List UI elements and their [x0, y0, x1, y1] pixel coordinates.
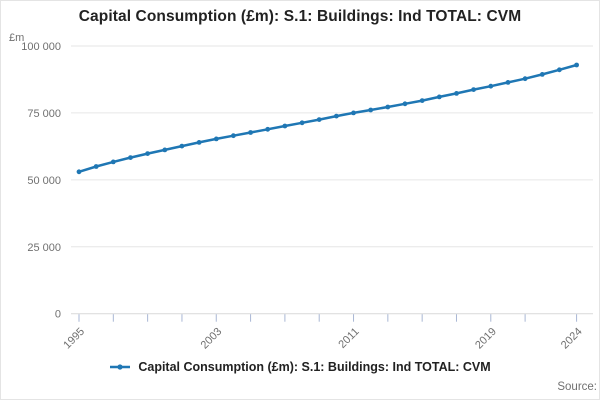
y-axis-unit-label: £m [9, 32, 25, 44]
data-point-marker[interactable] [316, 117, 322, 122]
data-point-marker[interactable] [539, 72, 545, 77]
y-axis-tick-label: 50 000 [27, 175, 61, 187]
data-point-marker[interactable] [436, 94, 442, 100]
line-chart-plot-area: 0 25 000 50 000 75 000 100 000 1995 2003 2011 20… [21, 41, 593, 352]
x-axis-tick-label: 2019 [473, 326, 499, 352]
data-point-marker[interactable] [454, 91, 459, 96]
data-point-marker[interactable] [231, 133, 236, 139]
data-point-marker[interactable] [419, 98, 425, 103]
data-point-marker[interactable] [179, 143, 185, 149]
data-point-marker[interactable] [145, 151, 151, 157]
legend-line-marker-icon [110, 364, 131, 370]
y-axis-tick-label: 100 000 [21, 41, 61, 53]
data-point-marker[interactable] [248, 130, 254, 135]
data-point-marker[interactable] [282, 123, 288, 129]
data-point-marker[interactable] [557, 67, 562, 73]
legend-item[interactable]: Capital Consumption (£m): S.1: Buildings… [1, 360, 599, 374]
series-line[interactable] [77, 63, 578, 174]
x-axis-tick-label: 2003 [199, 326, 225, 352]
data-point-marker[interactable] [265, 126, 271, 132]
data-point-marker[interactable] [471, 87, 476, 92]
x-axis-tick-label: 2024 [559, 326, 585, 352]
legend-label: Capital Consumption (£m): S.1: Buildings… [138, 360, 491, 374]
data-point-marker[interactable] [213, 136, 219, 142]
x-axis-tick-label: 1995 [61, 326, 87, 352]
data-point-marker[interactable] [162, 147, 168, 153]
data-point-marker[interactable] [385, 104, 391, 110]
data-point-marker[interactable] [351, 110, 356, 116]
data-point-marker[interactable] [110, 159, 116, 165]
chart-title: Capital Consumption (£m): S.1: Buildings… [78, 8, 522, 25]
y-axis-tick-label: 0 [55, 309, 61, 321]
data-point-marker[interactable] [522, 76, 528, 82]
source-label: Source: [557, 381, 597, 393]
y-axis-tick-label: 75 000 [27, 108, 61, 120]
data-point-marker[interactable] [196, 140, 202, 145]
data-point-marker[interactable] [128, 155, 133, 161]
data-point-marker[interactable] [299, 120, 305, 126]
x-axis-tick-label: 2011 [336, 326, 361, 351]
data-point-marker[interactable] [76, 169, 82, 175]
data-point-marker[interactable] [488, 83, 494, 89]
data-point-marker[interactable] [334, 113, 339, 119]
y-axis-tick-label: 25 000 [27, 242, 61, 254]
data-point-marker[interactable] [505, 80, 511, 85]
data-point-marker[interactable] [574, 62, 579, 68]
data-point-marker[interactable] [93, 164, 99, 169]
data-point-marker[interactable] [402, 101, 408, 107]
data-point-marker[interactable] [368, 107, 374, 113]
